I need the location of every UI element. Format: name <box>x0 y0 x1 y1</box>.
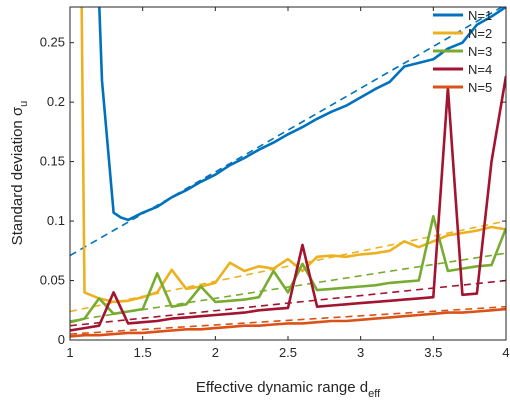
y-tick-label: 0.05 <box>40 273 65 288</box>
legend-label: N=4 <box>468 62 492 77</box>
y-axis-label-main: Standard deviation σ <box>9 106 26 245</box>
legend-label: N=3 <box>468 44 492 59</box>
series-line-N5 <box>70 307 506 338</box>
x-tick-label: 3.5 <box>424 345 442 360</box>
x-tick-label: 1 <box>66 345 73 360</box>
y-tick-label: 0.25 <box>40 35 65 50</box>
legend: N=1 N=2 N=3 N=4 N=5 <box>433 8 492 95</box>
series-line-N1 <box>98 7 506 222</box>
legend-label: N=1 <box>468 8 492 23</box>
x-tick-label: 4 <box>502 345 509 360</box>
y-axis-ticks: 0 0.05 0.1 0.15 0.2 0.25 <box>40 35 506 347</box>
x-axis-label: Effective dynamic range deff <box>196 379 381 400</box>
y-tick-label: 0.1 <box>47 213 65 228</box>
x-axis-ticks: 1 1.5 2 2.5 3 3.5 4 <box>66 7 510 360</box>
trend-line-N5 <box>70 305 506 335</box>
y-axis-label-sub: u <box>18 101 30 107</box>
x-axis-label-sub: eff <box>368 388 381 400</box>
x-axis-label-main: Effective dynamic range d <box>196 379 368 396</box>
y-tick-label: 0.15 <box>40 154 65 169</box>
series-line-N3 <box>70 215 506 324</box>
y-axis-label: Standard deviation σu <box>9 101 30 246</box>
x-tick-label: 2 <box>212 345 219 360</box>
legend-label: N=2 <box>468 26 492 41</box>
y-tick-label: 0.2 <box>47 94 65 109</box>
x-tick-label: 2.5 <box>279 345 297 360</box>
series-lines <box>70 7 506 338</box>
x-tick-label: 3 <box>357 345 364 360</box>
x-tick-label: 1.5 <box>134 345 152 360</box>
series-line-N2 <box>80 7 506 304</box>
y-tick-label: 0 <box>58 332 65 347</box>
legend-label: N=5 <box>468 80 492 95</box>
series-line-N4 <box>70 75 506 332</box>
